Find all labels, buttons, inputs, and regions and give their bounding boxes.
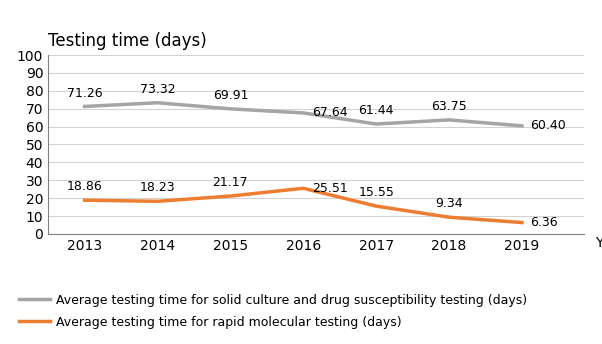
Text: 67.64: 67.64 — [312, 106, 347, 119]
Text: 25.51: 25.51 — [312, 182, 347, 195]
Text: 61.44: 61.44 — [358, 104, 394, 117]
Legend: Average testing time for solid culture and drug susceptibility testing (days), A: Average testing time for solid culture a… — [19, 294, 527, 329]
Text: Testing time (days): Testing time (days) — [48, 32, 207, 50]
Text: Year: Year — [595, 236, 602, 250]
Text: 73.32: 73.32 — [140, 83, 175, 96]
Text: 71.26: 71.26 — [67, 86, 102, 99]
Text: 6.36: 6.36 — [530, 216, 558, 229]
Text: 9.34: 9.34 — [435, 197, 463, 210]
Text: 18.23: 18.23 — [140, 181, 175, 194]
Text: 63.75: 63.75 — [431, 100, 467, 113]
Text: 21.17: 21.17 — [213, 176, 248, 189]
Text: 18.86: 18.86 — [67, 180, 102, 193]
Text: 69.91: 69.91 — [213, 89, 248, 102]
Text: 60.40: 60.40 — [530, 119, 566, 132]
Text: 15.55: 15.55 — [358, 186, 394, 199]
